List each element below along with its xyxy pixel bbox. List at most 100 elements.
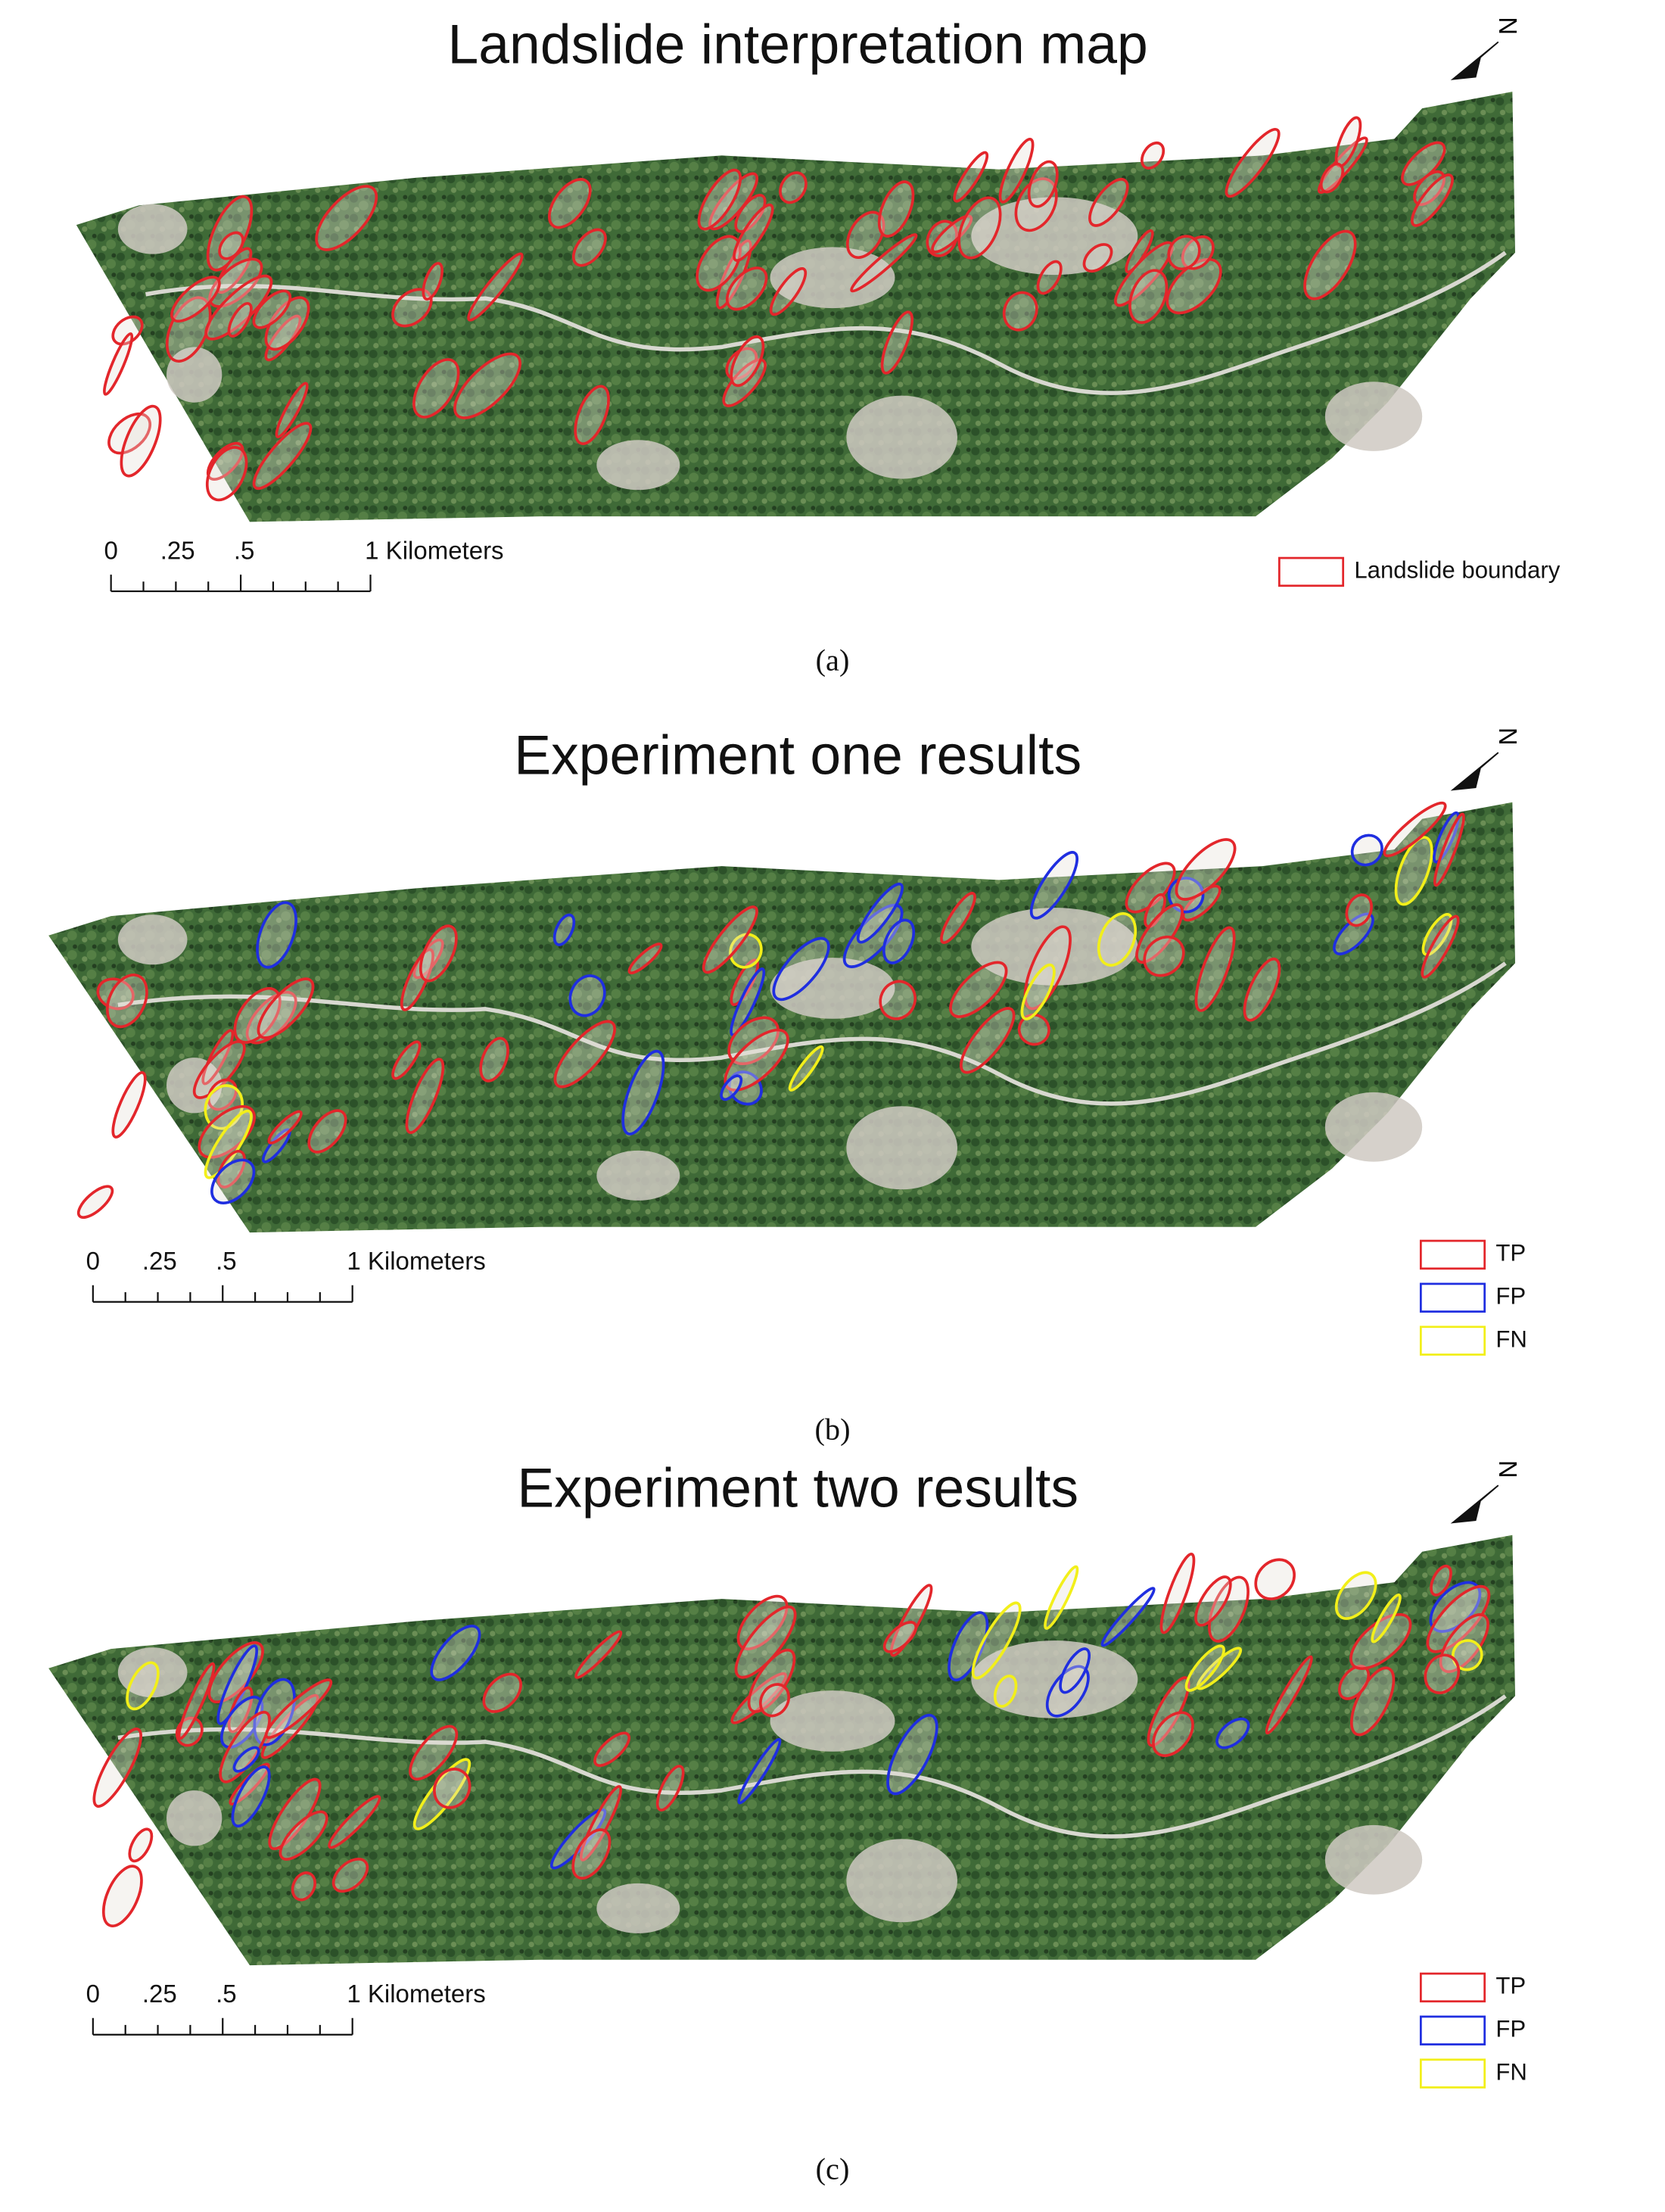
landslide-outline bbox=[856, 882, 904, 944]
landslide-outline bbox=[453, 352, 522, 419]
landslide-outline bbox=[747, 1648, 796, 1713]
landslide-outline bbox=[315, 185, 378, 251]
north-arrow-shape bbox=[1450, 41, 1499, 80]
landslide-outline bbox=[1424, 1653, 1461, 1695]
landslide-outline bbox=[730, 967, 766, 1036]
landslide-outline bbox=[725, 347, 758, 380]
legend-label: TP bbox=[1495, 1973, 1526, 1999]
landslide-outline bbox=[264, 1678, 333, 1740]
bare-ground bbox=[846, 1839, 957, 1923]
landslide-outline bbox=[482, 1672, 522, 1713]
landslide-outline bbox=[621, 1049, 665, 1136]
landslide-outline bbox=[971, 1601, 1022, 1680]
landslide-outline bbox=[696, 235, 742, 292]
landslide-outline bbox=[788, 1045, 824, 1092]
landslide-outline bbox=[1044, 1565, 1079, 1630]
north-arrow: N bbox=[1450, 727, 1522, 791]
landslide-outline bbox=[1152, 1711, 1194, 1757]
legend-swatch bbox=[1419, 1239, 1486, 1270]
landslide-outline bbox=[1020, 963, 1056, 1020]
landslide-outline bbox=[111, 1071, 147, 1139]
landslide-outline bbox=[1143, 935, 1185, 977]
landslide-outline bbox=[879, 980, 917, 1020]
landslide-outline bbox=[1167, 235, 1201, 271]
landslide-outline bbox=[210, 1158, 256, 1204]
landslide-outline bbox=[208, 257, 263, 308]
bare-ground bbox=[971, 908, 1138, 986]
north-label: N bbox=[1494, 17, 1522, 35]
landslide-outline bbox=[998, 137, 1035, 204]
landslide-outline bbox=[579, 1785, 623, 1862]
bare-ground bbox=[770, 1690, 895, 1752]
landslide-outline bbox=[267, 1110, 303, 1145]
landslide-outline bbox=[593, 1731, 631, 1768]
scale-label: .5 bbox=[216, 1980, 237, 2008]
landslide-outline bbox=[1166, 257, 1222, 315]
landslide-outline bbox=[571, 1828, 612, 1880]
caption: (a) bbox=[816, 643, 850, 678]
scale-label: 0 bbox=[104, 536, 117, 564]
bare-ground bbox=[166, 1790, 223, 1846]
scale-label: 1 Kilometers bbox=[347, 1247, 485, 1275]
landslide-outline bbox=[571, 228, 607, 267]
bare-ground bbox=[971, 197, 1138, 276]
legend-label: FN bbox=[1495, 2058, 1527, 2085]
bare-ground bbox=[596, 1883, 680, 1933]
landslide-outline bbox=[886, 1714, 938, 1796]
landslide-outline bbox=[430, 1625, 481, 1681]
landslide-outline bbox=[391, 1040, 422, 1080]
scale-label: .25 bbox=[142, 1980, 177, 2008]
bare-ground bbox=[1324, 382, 1423, 451]
landslide-outline bbox=[268, 1777, 322, 1850]
landslide-outline bbox=[1215, 1717, 1250, 1749]
landslide-outline bbox=[126, 1661, 160, 1711]
landslide-outline bbox=[467, 252, 524, 322]
landslide-outline bbox=[1350, 833, 1383, 867]
landslide-outline bbox=[120, 404, 162, 478]
landslide-outline bbox=[1128, 269, 1169, 324]
landslide-outline bbox=[1097, 912, 1137, 967]
bare-ground bbox=[770, 958, 895, 1019]
landslide-outline bbox=[400, 948, 434, 1011]
landslide-outline bbox=[231, 1765, 271, 1828]
landslide-outline bbox=[1319, 162, 1345, 194]
legend-label: FP bbox=[1495, 2015, 1526, 2042]
landslide-outline bbox=[412, 358, 460, 419]
landslide-outline bbox=[548, 178, 592, 229]
landslide-outline bbox=[574, 1630, 623, 1679]
landslide-outline bbox=[1159, 1553, 1196, 1634]
landslide-outline bbox=[1140, 141, 1166, 170]
road bbox=[145, 251, 1507, 395]
landslide-outline bbox=[92, 1728, 142, 1808]
landslide-outline bbox=[264, 296, 310, 351]
landslide-outline bbox=[957, 196, 1002, 260]
landslide-outline bbox=[256, 901, 297, 969]
landslide-outline bbox=[926, 220, 958, 257]
map bbox=[48, 801, 1516, 1233]
landslide-outline bbox=[720, 1074, 743, 1101]
landslide-outline bbox=[232, 1746, 260, 1773]
landslide-outline bbox=[419, 924, 458, 983]
landslide-outline bbox=[1029, 851, 1078, 920]
landslide-outline bbox=[252, 289, 292, 329]
landslide-outline bbox=[729, 933, 763, 969]
bare-ground bbox=[1324, 1092, 1423, 1162]
landslide-outline bbox=[1100, 1587, 1156, 1647]
legend-swatch bbox=[1419, 1972, 1486, 2003]
map bbox=[76, 92, 1515, 522]
landslide-outline bbox=[655, 1765, 685, 1812]
north-label: N bbox=[1494, 1460, 1522, 1478]
landslide-outline bbox=[1303, 229, 1357, 301]
landslide-outline bbox=[201, 1029, 235, 1086]
landslide-outline bbox=[205, 446, 248, 502]
north-arrow-shape bbox=[1450, 752, 1499, 791]
bare-ground bbox=[596, 440, 680, 491]
landslide-outline bbox=[405, 1058, 445, 1134]
landslide-outline bbox=[960, 1007, 1016, 1074]
landslide-outline bbox=[175, 1716, 204, 1747]
landslide-outline bbox=[1002, 291, 1038, 332]
bare-ground bbox=[1324, 1824, 1423, 1895]
landslide-outline bbox=[1421, 914, 1460, 979]
landslide-outline bbox=[574, 385, 610, 445]
